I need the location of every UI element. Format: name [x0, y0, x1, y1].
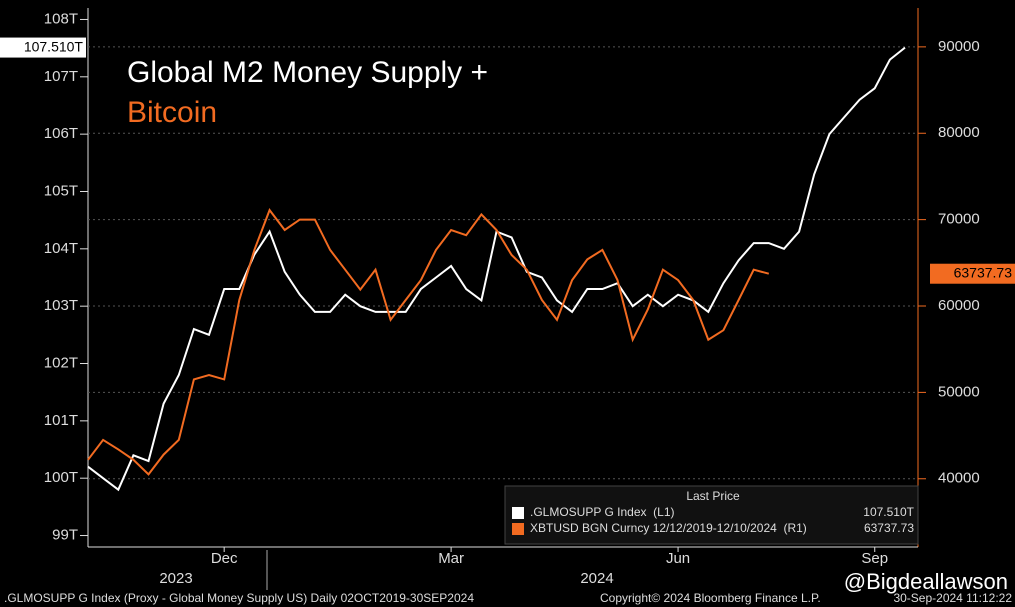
- last-value-tag: [930, 263, 1015, 284]
- y-tick-label: 104T: [44, 240, 78, 257]
- y-tick-label: 106T: [44, 125, 78, 142]
- y2-tick-label: 60000: [938, 297, 980, 314]
- series-line: [87, 208, 770, 476]
- legend-title: Last Price: [686, 489, 740, 503]
- y-tick-label: 101T: [44, 412, 78, 429]
- chart-subtitle: Bitcoin: [127, 96, 217, 129]
- last-value-label: 107.510T: [24, 38, 84, 54]
- footer-right: Copyright© 2024 Bloomberg Finance L.P.: [600, 591, 821, 605]
- chart-title: Global M2 Money Supply +: [127, 56, 488, 89]
- y2-tick-label: 50000: [938, 383, 980, 400]
- y2-tick-label: 80000: [938, 124, 980, 141]
- watermark: @Bigdeallawson: [844, 569, 1008, 594]
- last-value-tag: [0, 37, 86, 58]
- y-tick-label: 105T: [44, 182, 78, 199]
- legend-swatch: [512, 523, 524, 535]
- year-label: 2024: [580, 570, 613, 587]
- year-label: 2023: [159, 570, 192, 587]
- legend-value: 107.510T: [863, 505, 914, 519]
- last-value-label: 63737.73: [954, 264, 1013, 280]
- y2-tick-label: 70000: [938, 211, 980, 228]
- x-tick-label: Sep: [861, 550, 888, 567]
- footer-left: .GLMOSUPP G Index (Proxy - Global Money …: [4, 591, 474, 605]
- legend-box: [504, 485, 919, 545]
- y-tick-label: 100T: [44, 469, 78, 486]
- y2-tick-label: 40000: [938, 470, 980, 487]
- x-tick-label: Dec: [211, 550, 238, 567]
- legend-value: 63737.73: [864, 521, 914, 535]
- y-tick-label: 102T: [44, 354, 78, 371]
- y2-tick-label: 90000: [938, 38, 980, 55]
- y-tick-label: 108T: [44, 10, 78, 27]
- y-tick-label: 107T: [44, 68, 78, 85]
- y-tick-label: 99T: [52, 527, 78, 544]
- y-tick-label: 103T: [44, 297, 78, 314]
- x-tick-label: Jun: [666, 550, 690, 567]
- timestamp: 30-Sep-2024 11:12:22: [893, 591, 1012, 605]
- legend-swatch: [512, 507, 524, 519]
- x-tick-label: Mar: [438, 550, 464, 567]
- legend-label: XBTUSD BGN Curncy 12/12/2019-12/10/2024 …: [530, 521, 807, 535]
- legend-label: .GLMOSUPP G Index (L1): [530, 505, 675, 519]
